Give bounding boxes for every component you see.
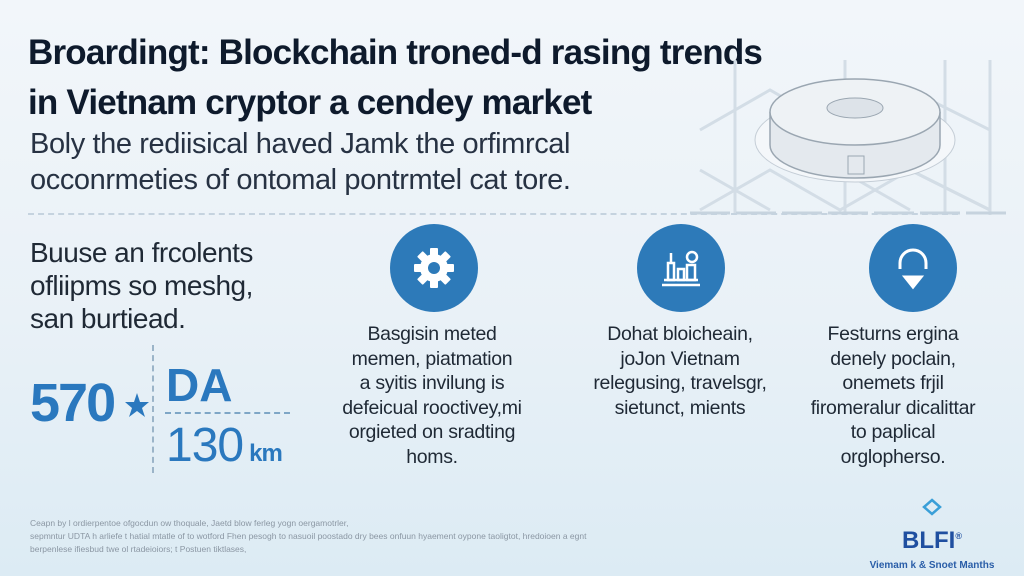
text-line: firomeralur dicalittar: [810, 396, 976, 419]
feature-3-badge: [869, 224, 957, 312]
subtitle-line-2: occonrmeties of ontomal pontrmtel cat to…: [30, 164, 571, 196]
text-line: defeicual rooctivey,mi: [342, 396, 522, 419]
logo-registered-mark: ®: [955, 531, 962, 541]
logo-diamond-icon: [922, 498, 942, 516]
gear-icon: [414, 248, 454, 288]
feature-1-badge: [390, 224, 478, 312]
text-line: relegusing, travelsgr,: [593, 372, 767, 394]
lead-line: san burtiead.: [30, 303, 186, 334]
stat-vertical-divider: [152, 345, 154, 473]
text-line: Dohat bloicheain,: [607, 323, 753, 345]
footer-note: Ceapn by l ordierpentoe ofgocdun ow thoq…: [30, 517, 586, 556]
text-line: onemets frjil: [842, 372, 944, 394]
text-line: sepmntur UDTA h arliefe t hatial mtatle …: [30, 531, 587, 541]
text-line: berpenlese ifiesbud twe ol rtadeioiors; …: [30, 544, 247, 554]
lead-line: ofliipms so meshg,: [30, 270, 253, 301]
logo-name: BLFI: [902, 527, 956, 554]
text-line: Ceapn by l ordierpentoe ofgocdun ow thoq…: [30, 518, 349, 528]
brand-logo: BLFI® Viemam k & Snoet Manths: [862, 498, 1002, 571]
text-line: sietunct, mients: [614, 396, 746, 419]
feature-2-badge: [637, 224, 725, 312]
feature-1-text: Basgisin meted memen, piatmation a syitis …: [312, 322, 552, 469]
text-line: to paplical: [850, 421, 936, 443]
feature-3-text: Festurns ergina denely poclain, onemets fr…: [773, 322, 1013, 469]
text-line: Festurns ergina: [827, 323, 959, 345]
text-line: orgieted on sradting: [348, 421, 516, 443]
stat-value-c-number: 130: [166, 419, 244, 472]
lead-line: Buuse an frcolents: [30, 237, 253, 268]
text-line: a syitis invilung is: [359, 372, 505, 394]
stat-value-c-unit: km: [249, 440, 283, 467]
feature-2-text: Dohat bloicheain, joJon Vietnam relegusing…: [560, 322, 800, 420]
stat-label-b: DA: [166, 359, 233, 411]
star-icon: [125, 393, 149, 417]
text-line: Basgisin meted: [367, 323, 497, 345]
subtitle: Boly the rediisical haved Jamk the orfim…: [30, 126, 571, 198]
subtitle-line-1: Boly the rediisical haved Jamk the orfim…: [30, 128, 571, 160]
text-line: memen, piatmation: [351, 347, 513, 370]
blockchain-platform-illustration: [690, 60, 1010, 215]
stat-value-a: 570: [30, 373, 116, 433]
title-line-2: in Vietnam cryptor a cendey market: [28, 83, 592, 122]
building-chart-icon: [662, 250, 700, 287]
text-line: denely poclain,: [830, 347, 956, 370]
text-line: orglopherso.: [840, 445, 946, 468]
section-divider: [28, 213, 958, 215]
lead-text: Buuse an frcolents ofliipms so meshg, sa…: [30, 236, 253, 335]
text-line: joJon Vietnam: [620, 347, 740, 370]
stat-value-c: 130 km: [166, 418, 283, 473]
logo-tagline: Viemam k & Snoet Manths: [869, 560, 995, 571]
headset-icon: [898, 248, 928, 290]
page-title: Broardingt: Blockchain troned-d rasing t…: [28, 28, 763, 128]
stat-horizontal-divider: [165, 412, 290, 414]
text-line: homs.: [406, 445, 458, 468]
title-line-1: Broardingt: Blockchain troned-d rasing t…: [28, 33, 763, 72]
